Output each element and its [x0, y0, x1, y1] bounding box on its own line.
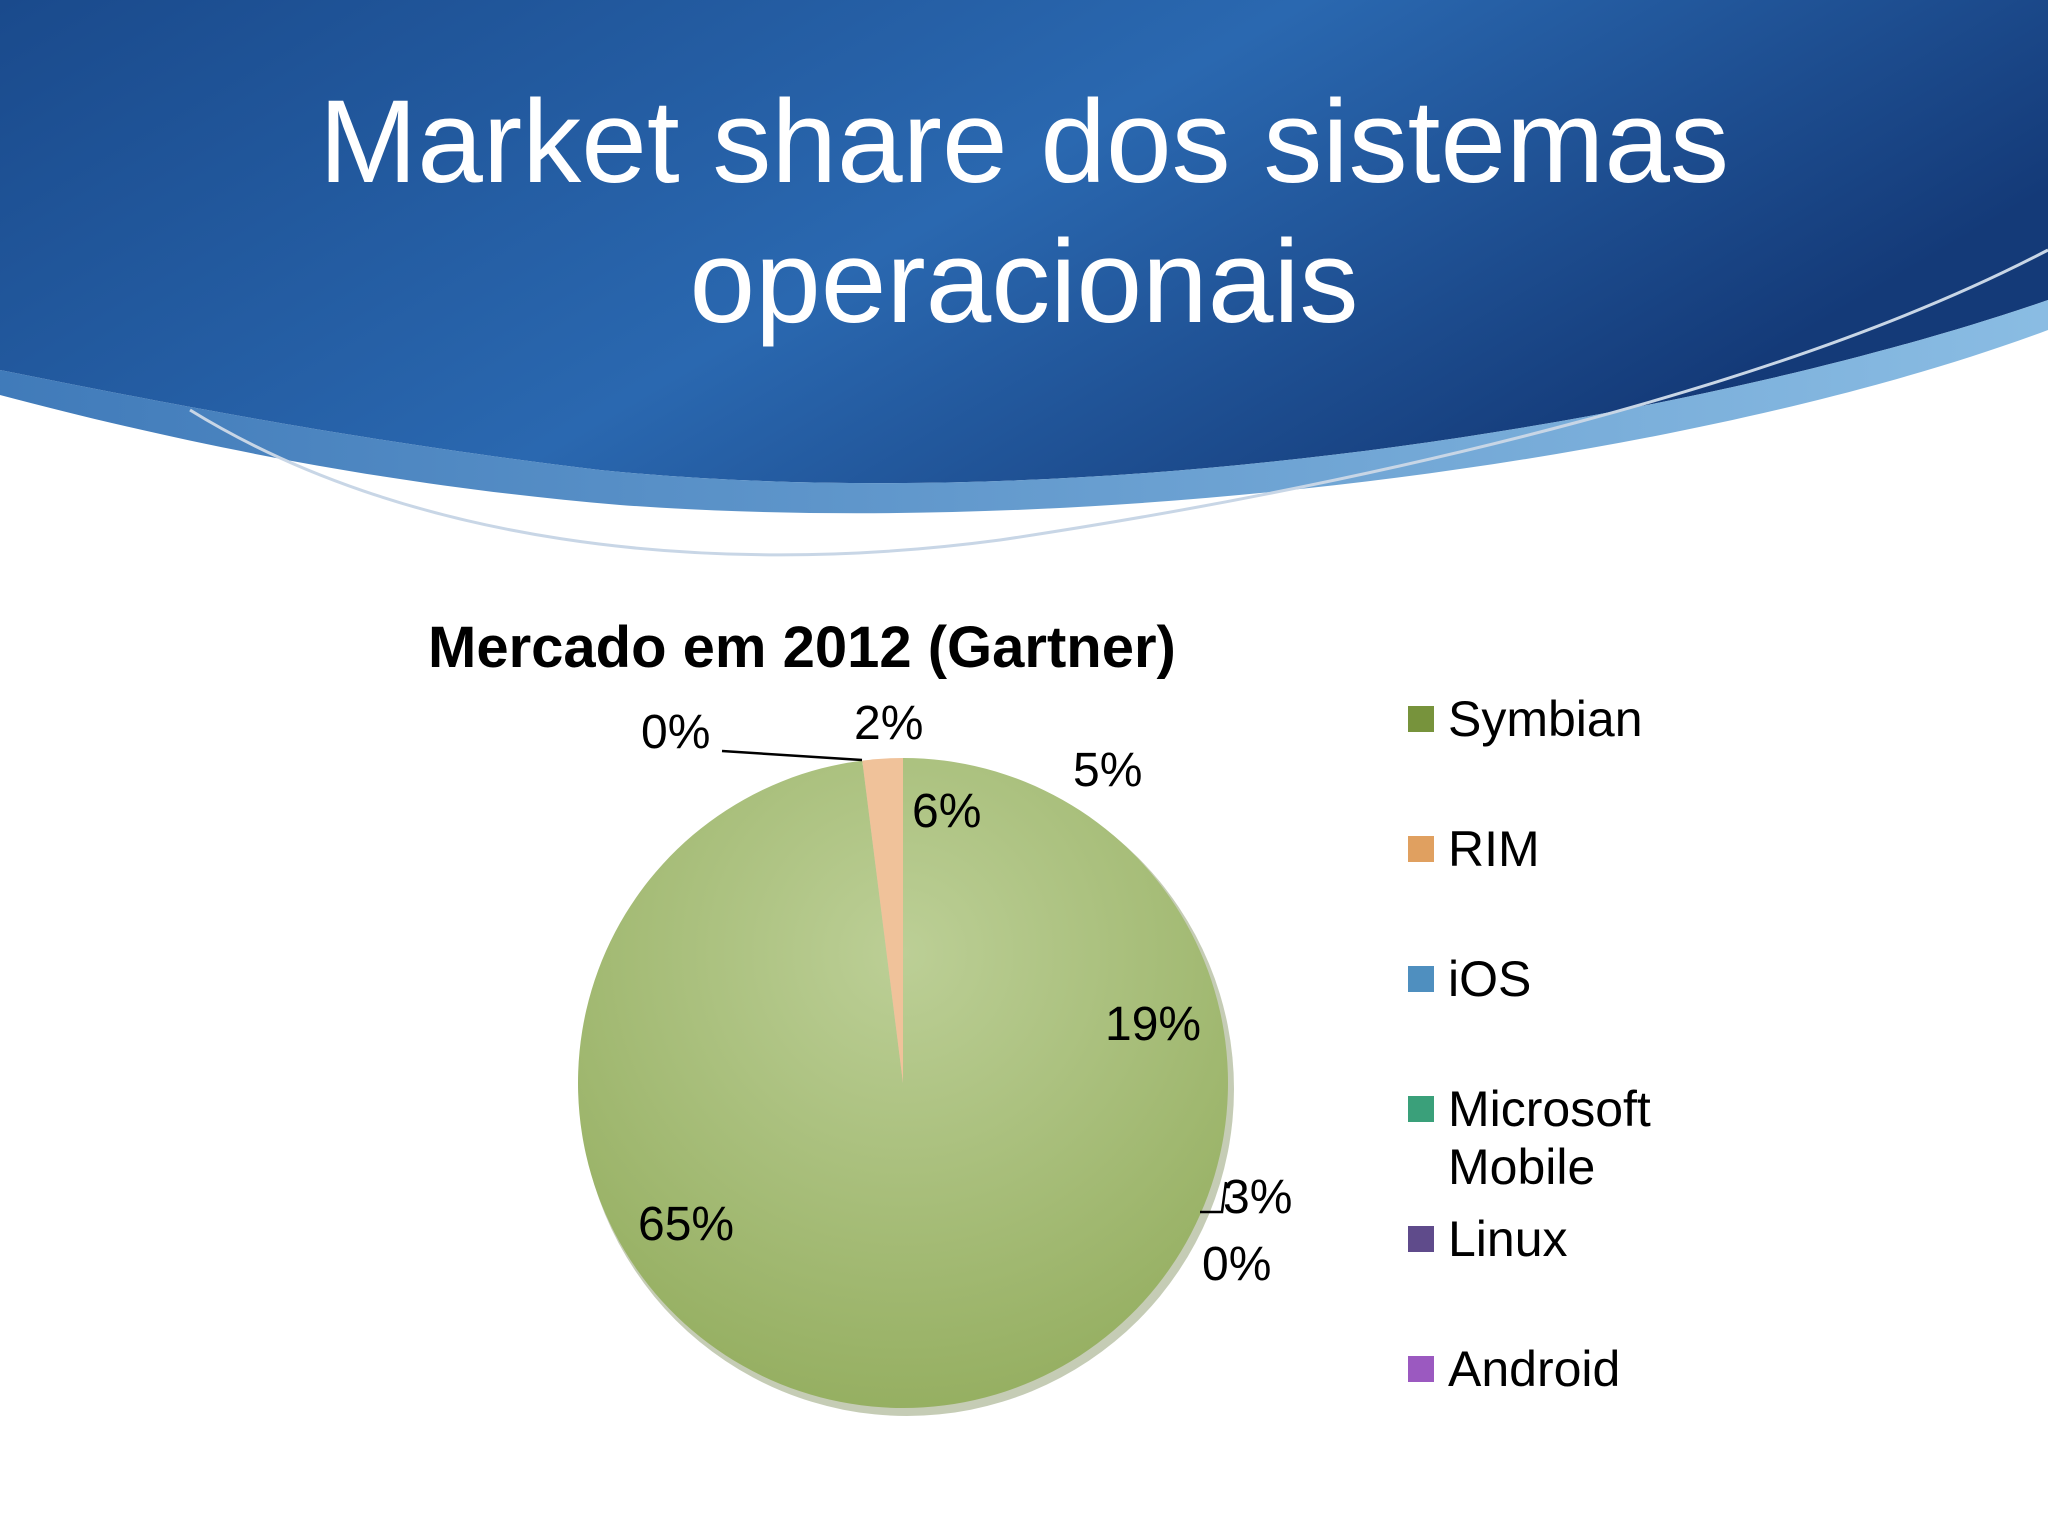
legend-swatch [1408, 1226, 1434, 1252]
legend-label: Linux [1448, 1211, 1568, 1267]
slide-title-line-2: operacionais [689, 216, 1359, 348]
legend-label: Symbian [1448, 691, 1643, 747]
pie-chart: 65% 19% 3% 0% 5% 6% 2% 0% [578, 697, 1292, 1416]
header-wave [0, 300, 2048, 514]
chart-title: Mercado em 2012 (Gartner) [428, 615, 1176, 680]
legend-label: iOS [1448, 951, 1532, 1007]
pie-data-label: 0% [1202, 1238, 1271, 1291]
legend-item-rim: RIM [1408, 820, 1708, 878]
legend-item-symbian: Symbian [1408, 690, 1708, 748]
legend-label: Microsoft Mobile [1448, 1081, 1651, 1195]
pie-slice-rim [862, 758, 903, 1083]
pie-data-label: 5% [1073, 744, 1142, 797]
legend-label: Android [1448, 1341, 1621, 1397]
legend-label: RIM [1448, 821, 1540, 877]
pie-data-label: 6% [912, 785, 981, 838]
legend-item-microsoft-mobile: Microsoft Mobile [1408, 1080, 1708, 1196]
legend-swatch [1408, 836, 1434, 862]
pie-data-label: 0% [641, 706, 710, 759]
pie-data-label: 3% [1223, 1171, 1292, 1224]
slide-title: Market share dos sistemas operacionais [200, 72, 1848, 352]
legend-item-android: Android [1408, 1340, 1708, 1398]
legend-swatch [1408, 966, 1434, 992]
pie-slice-symbian [578, 758, 1229, 1408]
header-band [0, 0, 2048, 484]
pie-data-label: 2% [854, 697, 923, 750]
leader-line-3pct [1200, 1181, 1228, 1214]
pie-data-label: 19% [1105, 998, 1201, 1051]
legend-item-ios: iOS [1408, 950, 1708, 1008]
legend-swatch [1408, 706, 1434, 732]
legend-swatch [1408, 1356, 1434, 1382]
slide-title-line-1: Market share dos sistemas [319, 76, 1729, 208]
legend-item-linux: Linux [1408, 1210, 1708, 1268]
leader-line-0pct-top [721, 749, 863, 762]
pie-data-label: 65% [638, 1198, 734, 1251]
header-swoosh-line [189, 248, 2048, 557]
legend-swatch [1408, 1096, 1434, 1122]
